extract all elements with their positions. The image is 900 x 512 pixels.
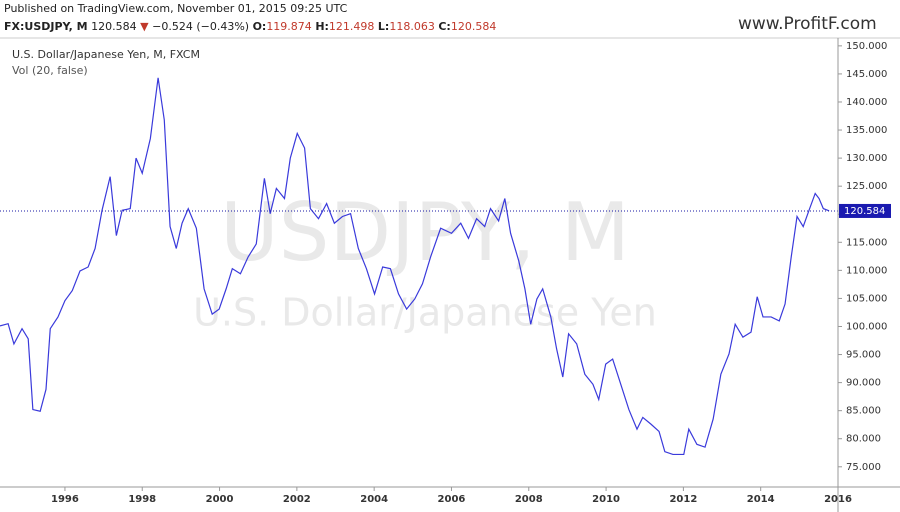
y-tick-label: 95.000 bbox=[846, 350, 881, 361]
x-tick-label: 2004 bbox=[360, 494, 388, 505]
last-price-label: 120.584 bbox=[844, 206, 885, 217]
y-tick-label: 80.000 bbox=[846, 434, 881, 445]
y-tick-label: 125.000 bbox=[846, 181, 887, 192]
y-tick-label: 115.000 bbox=[846, 237, 887, 248]
y-tick-label: 135.000 bbox=[846, 125, 887, 136]
y-tick-label: 75.000 bbox=[846, 462, 881, 473]
ohlc-value: 119.874 bbox=[266, 20, 312, 33]
y-tick-label: 140.000 bbox=[846, 97, 887, 108]
last-price: 120.584 bbox=[91, 20, 137, 33]
price-line bbox=[0, 77, 830, 456]
ohlc-label: H: bbox=[315, 20, 329, 33]
x-tick-label: 2016 bbox=[824, 494, 852, 505]
symbol-line: FX:USDJPY, M 120.584 ▼ −0.524 (−0.43%) O… bbox=[4, 20, 500, 33]
ohlc-label: O: bbox=[253, 20, 267, 33]
x-tick-label: 2002 bbox=[283, 494, 311, 505]
axes: 75.000 80.000 85.000 90.000 95.000 100.000 105… bbox=[51, 41, 891, 505]
y-tick-label: 110.000 bbox=[846, 265, 887, 276]
logo: www.ProfitF.com bbox=[738, 14, 877, 34]
watermark-subtitle: U.S. Dollar/Japanese Yen bbox=[193, 291, 657, 335]
x-tick-label: 1996 bbox=[51, 494, 79, 505]
ohlc-value: 121.498 bbox=[329, 20, 375, 33]
x-tick-label: 2014 bbox=[747, 494, 775, 505]
x-tick-label: 2012 bbox=[669, 494, 697, 505]
ohlc-value: 120.584 bbox=[451, 20, 497, 33]
x-tick-label: 2006 bbox=[438, 494, 466, 505]
change: −0.524 (−0.43%) bbox=[152, 20, 249, 33]
x-tick-label: 2010 bbox=[592, 494, 620, 505]
ohlc-value: 118.063 bbox=[389, 20, 435, 33]
plot-marks bbox=[0, 77, 838, 456]
watermark: USDJPY, M bbox=[220, 186, 630, 279]
symbol-info: FX:USDJPY, M 120.584 ▼ −0.524 (−0.43%) O… bbox=[4, 20, 500, 33]
ohlc-label: L: bbox=[378, 20, 389, 33]
chart-title: U.S. Dollar/Japanese Yen, M, FXCM bbox=[12, 48, 200, 61]
x-tick-label: 1998 bbox=[128, 494, 156, 505]
y-tick-label: 130.000 bbox=[846, 153, 887, 164]
y-tick-label: 100.000 bbox=[846, 321, 887, 332]
symbol: FX:USDJPY, M bbox=[4, 20, 88, 33]
ohlc-label: C: bbox=[438, 20, 450, 33]
indicator-label: Vol (20, false) bbox=[12, 64, 88, 77]
x-tick-label: 2008 bbox=[515, 494, 543, 505]
plot: USDJPY, M U.S. Dollar/Japanese Yen bbox=[0, 77, 838, 456]
published: Published on TradingView.com, November 0… bbox=[4, 2, 348, 15]
y-tick-label: 150.000 bbox=[846, 41, 887, 52]
y-tick-label: 145.000 bbox=[846, 69, 887, 80]
y-tick-label: 85.000 bbox=[846, 406, 881, 417]
y-tick-label: 90.000 bbox=[846, 378, 881, 389]
last-price-tag bbox=[839, 203, 891, 218]
x-tick-label: 2000 bbox=[206, 494, 234, 505]
change-arrow: ▼ bbox=[140, 20, 149, 33]
y-tick-label: 105.000 bbox=[846, 293, 887, 304]
